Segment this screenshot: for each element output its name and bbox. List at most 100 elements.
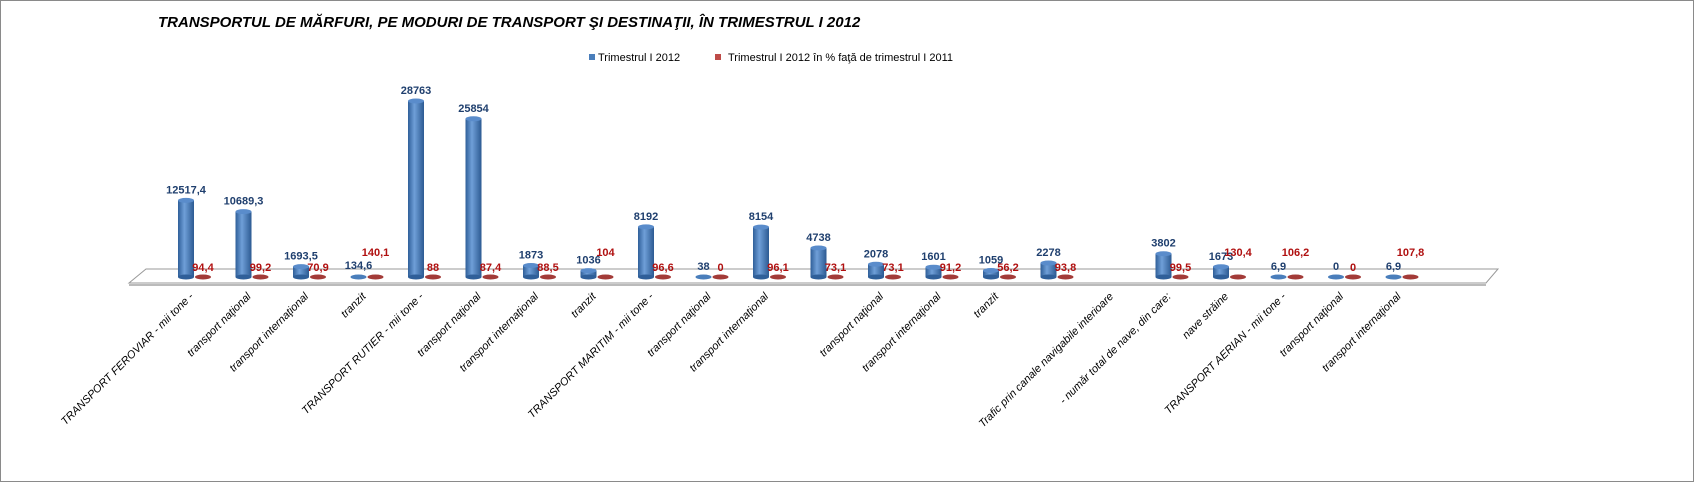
category-label: tranzit bbox=[971, 290, 1001, 320]
category-label: - număr total de nave, din care: bbox=[1057, 291, 1173, 407]
legend-label-1: Trimestrul I 2012 în % faţă de trimestru… bbox=[728, 52, 953, 64]
data-label-blue: 28763 bbox=[401, 85, 432, 97]
bar-blue bbox=[408, 101, 424, 277]
bar-blue-top bbox=[1155, 251, 1172, 257]
bar-blue-base bbox=[868, 274, 884, 280]
bar-blue bbox=[925, 267, 942, 277]
bar-blue-top bbox=[408, 98, 424, 104]
data-label-red: 88 bbox=[427, 262, 439, 274]
category-label: TRANSPORT AERIAN - mii tone - bbox=[1163, 290, 1289, 416]
data-label-red: 0 bbox=[717, 262, 723, 274]
data-label-blue: 1036 bbox=[576, 255, 600, 267]
bar-blue-top bbox=[868, 261, 884, 267]
data-label-red: 93,8 bbox=[1055, 262, 1076, 274]
legend: Trimestrul I 2012 Trimestrul I 2012 în %… bbox=[589, 52, 953, 64]
data-label-red: 106,2 bbox=[1282, 247, 1310, 259]
bar-red bbox=[770, 274, 786, 280]
bar-blue bbox=[753, 227, 769, 277]
data-label-blue: 1059 bbox=[979, 255, 1003, 267]
bar-red bbox=[1402, 274, 1419, 280]
bar-blue-top bbox=[810, 245, 827, 251]
bar-blue-base bbox=[523, 274, 539, 280]
chart-title: TRANSPORTUL DE MĂRFURI, PE MODURI DE TRA… bbox=[158, 13, 861, 31]
data-label-blue: 1601 bbox=[921, 251, 945, 263]
bar-red bbox=[367, 274, 384, 280]
bar-blue bbox=[580, 270, 597, 277]
data-label-red: 73,1 bbox=[825, 262, 846, 274]
bar-red bbox=[1345, 274, 1361, 280]
data-label-blue: 6,9 bbox=[1271, 261, 1286, 273]
bar-blue-base bbox=[580, 274, 597, 280]
bar-blue bbox=[1328, 274, 1344, 280]
bar-blue bbox=[235, 211, 252, 277]
bar-blue-top bbox=[1040, 260, 1057, 266]
category-label: nave străine bbox=[1180, 291, 1231, 342]
bar-blue-top bbox=[465, 116, 482, 122]
bar-blue-top bbox=[580, 268, 597, 274]
bar-blue-base bbox=[408, 274, 424, 280]
category-label: TRANSPORT MARITIM - mii tone - bbox=[526, 290, 656, 420]
bar-blue-top bbox=[983, 268, 999, 274]
bar-blue bbox=[810, 248, 827, 277]
bar-red bbox=[425, 274, 441, 280]
bar-blue bbox=[1213, 266, 1229, 277]
bar-blue bbox=[1385, 274, 1402, 280]
data-label-red: 99,2 bbox=[250, 262, 271, 274]
data-label-red: 96,1 bbox=[767, 262, 788, 274]
bar-blue-base bbox=[235, 274, 252, 280]
bar-blue bbox=[695, 274, 712, 280]
bar-blue bbox=[983, 270, 999, 277]
data-label-red: 88,5 bbox=[537, 262, 558, 274]
data-label-red: 56,2 bbox=[997, 262, 1018, 274]
bar-blue-top bbox=[523, 263, 539, 269]
bar-red bbox=[310, 274, 326, 280]
data-label-blue: 1673 bbox=[1209, 251, 1233, 263]
bar-blue-base bbox=[810, 274, 827, 280]
data-label-red: 73,1 bbox=[882, 262, 903, 274]
bar-blue-base bbox=[925, 274, 942, 280]
bar-blue-top bbox=[178, 197, 194, 203]
data-label-blue: 0 bbox=[1333, 261, 1339, 273]
bar-red bbox=[655, 274, 671, 280]
bar-blue bbox=[178, 200, 194, 277]
data-label-blue: 8192 bbox=[634, 211, 658, 223]
data-label-blue: 1693,5 bbox=[284, 251, 318, 263]
bar-red bbox=[1057, 274, 1074, 280]
bar-blue-base bbox=[983, 274, 999, 280]
data-label-blue: 38 bbox=[697, 261, 709, 273]
bar-red bbox=[482, 274, 499, 280]
data-label-blue: 2078 bbox=[864, 248, 888, 260]
data-label-blue: 8154 bbox=[749, 211, 774, 223]
bar-blue-base bbox=[638, 274, 654, 280]
legend-swatch-blue bbox=[589, 54, 595, 60]
bar-blue-top bbox=[925, 264, 942, 270]
bar-blue-base bbox=[753, 274, 769, 280]
data-label-red: 96,6 bbox=[652, 262, 673, 274]
bar-red bbox=[1287, 274, 1304, 280]
bar-red bbox=[1172, 274, 1189, 280]
category-label: TRANSPORT FEROVIAR - mii tone - bbox=[59, 290, 196, 427]
data-label-blue: 12517,4 bbox=[166, 184, 207, 196]
legend-label-0: Trimestrul I 2012 bbox=[598, 52, 680, 64]
bar-red bbox=[252, 274, 269, 280]
bar-blue-top bbox=[638, 224, 654, 230]
bar-red bbox=[597, 274, 614, 280]
bar-blue-top bbox=[753, 224, 769, 230]
data-label-red: 0 bbox=[1350, 262, 1356, 274]
bar-blue-base bbox=[1213, 274, 1229, 280]
data-label-blue: 1873 bbox=[519, 250, 543, 262]
data-label-blue: 6,9 bbox=[1386, 261, 1401, 273]
category-label: tranzit bbox=[339, 290, 369, 320]
bar-blue bbox=[1270, 274, 1287, 280]
bar-blue bbox=[465, 118, 482, 278]
bar-blue bbox=[868, 264, 884, 277]
bar-red bbox=[540, 274, 556, 280]
bar-red bbox=[942, 274, 959, 280]
bar-red bbox=[195, 274, 211, 280]
data-label-red: 99,5 bbox=[1170, 262, 1191, 274]
data-label-blue: 134,6 bbox=[345, 260, 373, 272]
data-label-blue: 2278 bbox=[1036, 247, 1060, 259]
bar-blue bbox=[523, 265, 539, 277]
